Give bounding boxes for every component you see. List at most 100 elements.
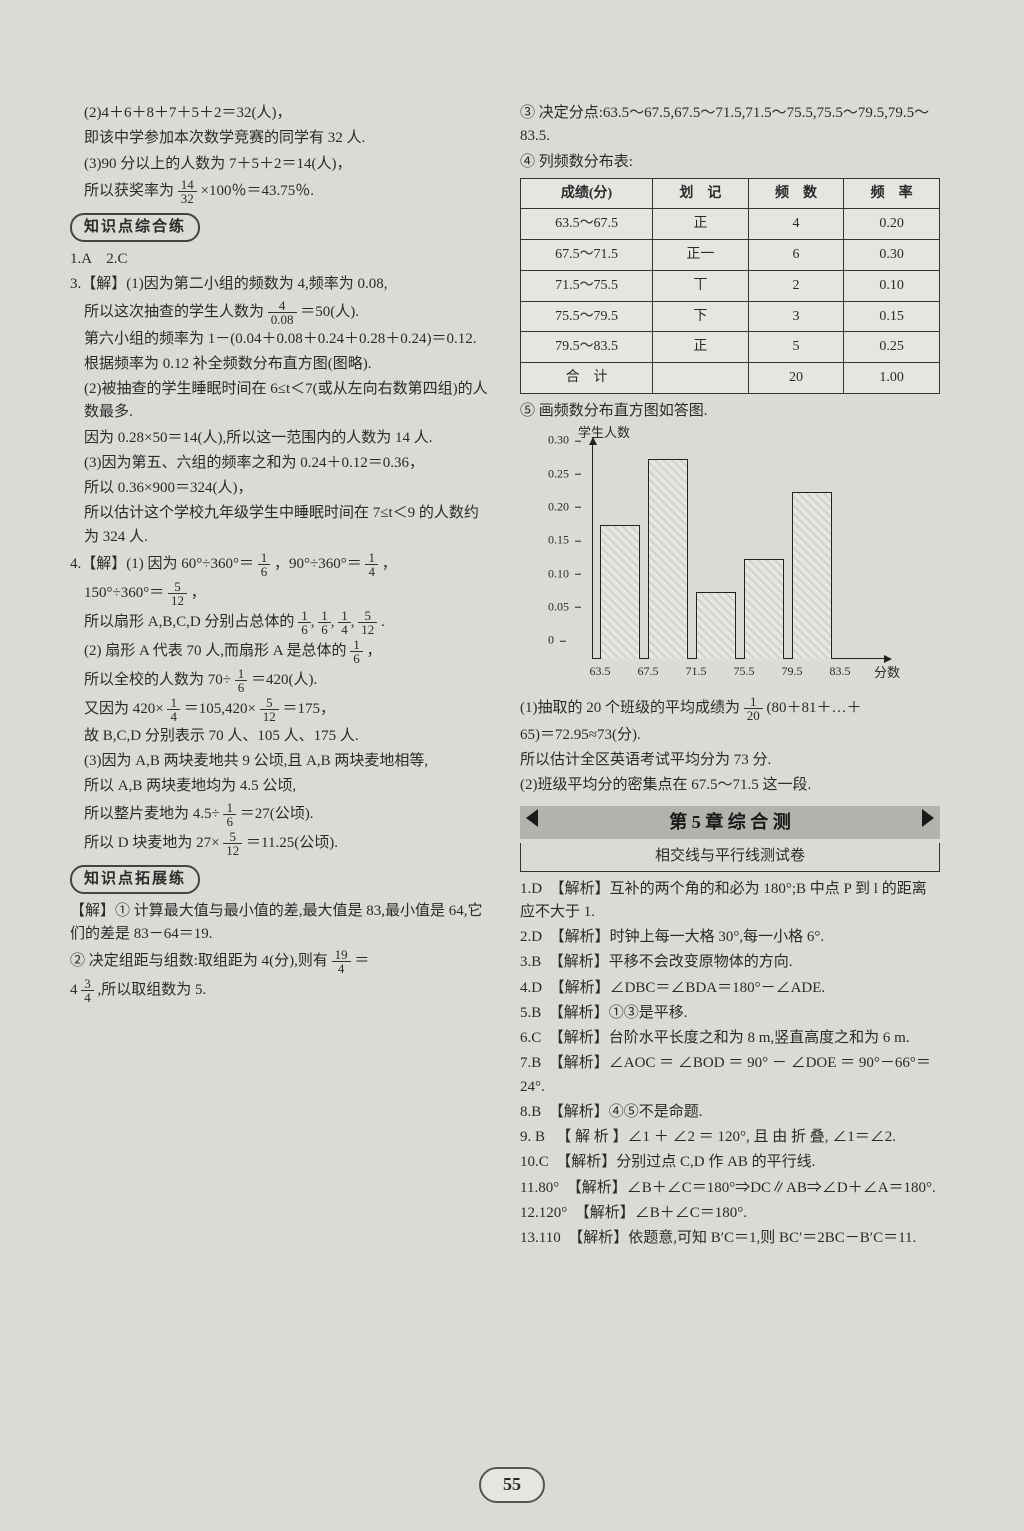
table-cell: 正	[653, 209, 749, 240]
answer-line: 6.C 【解析】台阶水平长度之和为 8 m,竖直高度之和为 6 m.	[520, 1027, 940, 1050]
text: ＝	[354, 953, 369, 969]
text-line: (2) 扇形 A 代表 70 人,而扇形 A 是总体的 16 ，	[70, 638, 490, 665]
fraction: 120	[744, 695, 763, 722]
text-line: (3)90 分以上的人数为 7＋5＋2＝14(人)，	[70, 153, 490, 176]
section-label-combo: 知识点综合练	[70, 213, 200, 242]
text: 所以扇形 A,B,C,D 分别占总体的	[84, 614, 298, 630]
text: 150°÷360°＝	[84, 585, 164, 601]
left-column: (2)4＋6＋8＋7＋5＋2＝32(人)， 即该中学参加本次数学竞赛的同学有 3…	[70, 100, 490, 1252]
table-header: 频 率	[844, 178, 940, 209]
table-cell: 3	[748, 301, 844, 332]
text-line: ② 决定组距与组数:取组距为 4(分),则有 194 ＝	[70, 948, 490, 975]
y-tick-label: 0.15	[548, 531, 569, 550]
text-line: ⑤ 画频数分布直方图如答图.	[520, 400, 940, 423]
table-cell: 79.5～83.5	[521, 332, 653, 363]
text-line: 【解】① 计算最大值与最小值的差,最大值是 83,最小值是 64,它们的差是 8…	[70, 900, 490, 947]
text: ,所以取组数为 5.	[98, 982, 207, 998]
text-line: 第六小组的频率为 1－(0.04＋0.08＋0.24＋0.28＋0.24)＝0.…	[70, 328, 490, 351]
answer-line: 10.C 【解析】分别过点 C,D 作 AB 的平行线.	[520, 1151, 940, 1174]
text: ＝105,420×	[184, 701, 256, 717]
table-cell: 下	[653, 301, 749, 332]
fraction: 14	[365, 551, 378, 578]
text: ＝420(人).	[251, 672, 317, 688]
answer-line: 5.B 【解析】①③是平移.	[520, 1002, 940, 1025]
table-cell	[653, 362, 749, 393]
table-cell: 20	[748, 362, 844, 393]
text-line: 4.【解】(1) 因为 60°÷360°＝ 16 ，90°÷360°＝ 14 ，	[70, 551, 490, 578]
text-line: (2)班级平均分的密集点在 67.5～71.5 这一段.	[520, 774, 940, 797]
x-tick-label: 63.5	[590, 662, 611, 681]
y-axis	[592, 439, 593, 659]
table-cell: 0.20	[844, 209, 940, 240]
table-row: 75.5～79.5下30.15	[521, 301, 940, 332]
text-line: (2)4＋6＋8＋7＋5＋2＝32(人)，	[70, 102, 490, 125]
text: ，	[191, 585, 206, 601]
fraction: 14	[338, 609, 351, 636]
text: 又因为 420×	[84, 701, 164, 717]
text-line: (1)抽取的 20 个班级的平均成绩为 120 (80＋81＋…＋	[520, 695, 940, 722]
text-line: 即该中学参加本次数学竞赛的同学有 32 人.	[70, 127, 490, 150]
triangle-left-icon	[526, 809, 538, 827]
page-number: 55	[479, 1467, 545, 1503]
table-cell: 6	[748, 240, 844, 271]
fraction: 34	[81, 977, 94, 1004]
table-cell: 丅	[653, 270, 749, 301]
text: (1)抽取的 20 个班级的平均成绩为	[520, 700, 744, 716]
text-line: (2)被抽查的学生睡眠时间在 6≤t＜7(或从左向右数第四组)的人数最多.	[70, 378, 490, 425]
text-line: 所以这次抽查的学生人数为 40.08 ＝50(人).	[70, 299, 490, 326]
histogram-bar	[792, 492, 832, 659]
chapter-banner: 第 5 章 综 合 测	[520, 806, 940, 840]
text-line: 根据频率为 0.12 补全频数分布直方图(图略).	[70, 353, 490, 376]
fraction: 1432	[178, 178, 197, 205]
answer-line: 4.D 【解析】∠DBC＝∠BDA＝180°－∠ADE.	[520, 977, 940, 1000]
right-column: ③ 决定分点:63.5～67.5,67.5～71.5,71.5～75.5,75.…	[520, 100, 940, 1252]
text: 所以获奖率为	[84, 183, 178, 199]
x-tick-label: 67.5	[638, 662, 659, 681]
fraction: 40.08	[268, 299, 297, 326]
table-row: 67.5～71.5正一60.30	[521, 240, 940, 271]
table-header: 频 数	[748, 178, 844, 209]
text-line: 所以 A,B 两块麦地均为 4.5 公顷,	[70, 775, 490, 798]
text: ，90°÷360°＝	[274, 556, 362, 572]
fraction: 512	[260, 696, 279, 723]
answer-line: 12.120° 【解析】∠B＋∠C＝180°.	[520, 1202, 940, 1225]
text-line: 1.A 2.C	[70, 248, 490, 271]
fraction: 16	[235, 667, 248, 694]
text: ＝27(公顷).	[240, 805, 314, 821]
text-line: 故 B,C,D 分别表示 70 人、105 人、175 人.	[70, 725, 490, 748]
answer-list: 1.D 【解析】互补的两个角的和必为 180°;B 中点 P 到 l 的距离应不…	[520, 878, 940, 1251]
answer-line: 11.80° 【解析】∠B＋∠C＝180°⇒DC∥AB⇒∠D＋∠A＝180°.	[520, 1177, 940, 1200]
table-cell: 4	[748, 209, 844, 240]
table-row: 71.5～75.5丅20.10	[521, 270, 940, 301]
fraction: 16	[258, 551, 271, 578]
answer-line: 8.B 【解析】④⑤不是命题.	[520, 1101, 940, 1124]
y-tick-label: 0.25	[548, 464, 569, 483]
table-cell: 0.10	[844, 270, 940, 301]
text-line: 又因为 420× 14 ＝105,420× 512 ＝175，	[70, 696, 490, 723]
y-tick-label: 0	[548, 631, 554, 650]
table-row: 79.5～83.5正50.25	[521, 332, 940, 363]
text-line: 所以获奖率为 1432 ×100％＝43.75％.	[70, 178, 490, 205]
triangle-right-icon	[922, 809, 934, 827]
text: 所以 D 块麦地为 27×	[84, 834, 220, 850]
text-line: 所以扇形 A,B,C,D 分别占总体的 16, 16, 14, 512 .	[70, 609, 490, 636]
text: .	[381, 614, 385, 630]
text: ，	[367, 643, 382, 659]
x-axis-title: 分数	[874, 663, 900, 683]
frequency-table: 成绩(分)划 记频 数频 率 63.5～67.5正40.2067.5～71.5正…	[520, 178, 940, 394]
table-cell: 正一	[653, 240, 749, 271]
text-line: (3)因为第五、六组的频率之和为 0.24＋0.12＝0.36，	[70, 452, 490, 475]
text: ＝11.25(公顷).	[246, 834, 338, 850]
table-row: 合 计201.00	[521, 362, 940, 393]
text: ，	[382, 556, 397, 572]
text: 所以整片麦地为 4.5÷	[84, 805, 220, 821]
y-tick-label: 0.30	[548, 431, 569, 450]
fraction: 14	[167, 696, 180, 723]
text-line: ③ 决定分点:63.5～67.5,67.5～71.5,71.5～75.5,75.…	[520, 102, 940, 149]
text-line: 4 34 ,所以取组数为 5.	[70, 977, 490, 1004]
x-tick-label: 71.5	[686, 662, 707, 681]
text-line: 所以整片麦地为 4.5÷ 16 ＝27(公顷).	[70, 801, 490, 828]
fraction: 16	[298, 609, 311, 636]
y-axis-title: 学生人数	[578, 423, 630, 443]
text: ② 决定组距与组数:取组距为 4(分),则有	[70, 953, 332, 969]
